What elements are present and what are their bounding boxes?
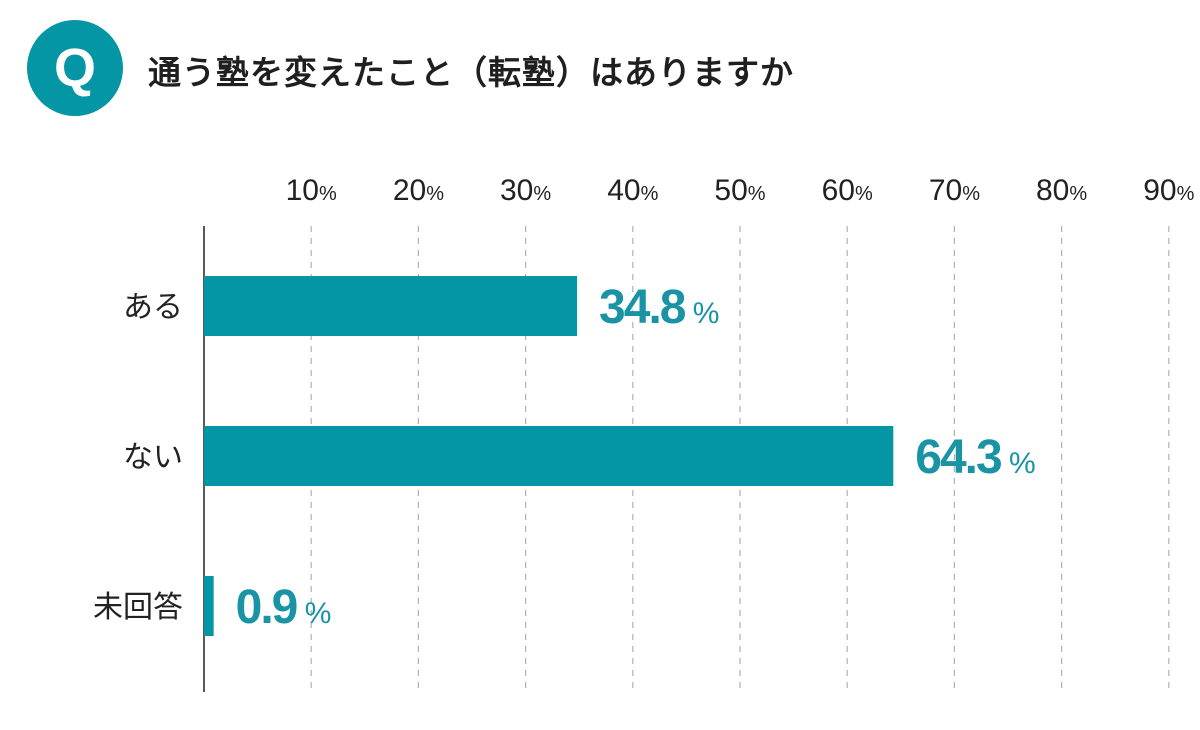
x-tick-unit: % <box>748 183 766 205</box>
value-unit: % <box>684 297 719 330</box>
x-tick-value: 20 <box>393 174 426 207</box>
question-title: 通う塾を変えたこと（転塾）はありますか <box>148 53 794 92</box>
x-tick-value: 40 <box>607 174 640 207</box>
value-number: 34.8 <box>599 281 686 334</box>
x-tick-unit: % <box>962 183 980 205</box>
x-tick-label-30: 30% <box>500 174 551 207</box>
x-tick-label-10: 10% <box>286 174 337 207</box>
x-tick-unit: % <box>855 183 873 205</box>
x-tick-value: 60 <box>822 174 855 207</box>
x-tick-value: 10 <box>286 174 319 207</box>
x-tick-label-80: 80% <box>1036 174 1087 207</box>
x-tick-label-60: 60% <box>822 174 873 207</box>
x-tick-value: 90 <box>1143 174 1176 207</box>
bar-2 <box>204 576 214 636</box>
x-tick-value: 50 <box>714 174 747 207</box>
x-tick-label-90: 90% <box>1143 174 1194 207</box>
category-label-2: 未回答 <box>93 590 183 625</box>
category-label-0: ある <box>123 290 183 325</box>
x-tick-unit: % <box>533 183 551 205</box>
x-tick-label-20: 20% <box>393 174 444 207</box>
value-number: 64.3 <box>915 431 1001 484</box>
value-unit: % <box>296 597 331 630</box>
x-tick-value: 30 <box>500 174 533 207</box>
x-tick-value: 80 <box>1036 174 1069 207</box>
x-tick-unit: % <box>641 183 659 205</box>
x-tick-unit: % <box>1177 183 1195 205</box>
value-label-0: 34.8 % <box>599 281 719 334</box>
x-tick-label-40: 40% <box>607 174 658 207</box>
value-number: 0.9 <box>236 581 297 634</box>
x-tick-unit: % <box>319 183 337 205</box>
x-tick-label-70: 70% <box>929 174 980 207</box>
value-label-2: 0.9 % <box>236 581 332 634</box>
x-tick-unit: % <box>1069 183 1087 205</box>
x-tick-label-50: 50% <box>714 174 765 207</box>
x-tick-unit: % <box>426 183 444 205</box>
bar-0 <box>204 276 578 336</box>
value-label-1: 64.3 % <box>915 431 1035 484</box>
bar-1 <box>204 426 894 486</box>
value-unit: % <box>1001 447 1036 480</box>
question-badge-letter: Q <box>53 38 96 98</box>
x-tick-value: 70 <box>929 174 962 207</box>
question-badge: Q <box>27 20 123 116</box>
category-label-1: ない <box>123 440 183 475</box>
